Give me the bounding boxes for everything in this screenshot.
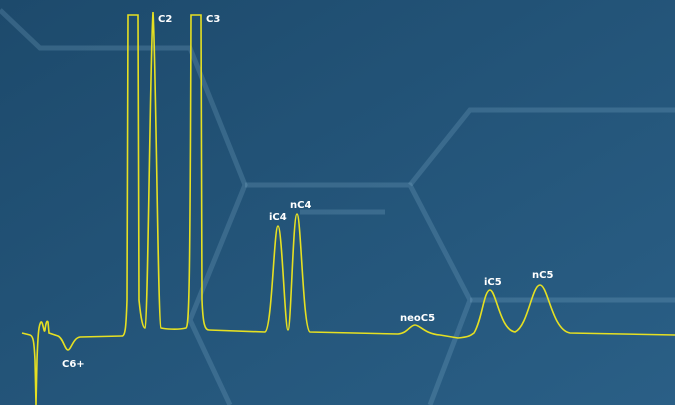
peak-label: C2 [158,14,172,25]
hexagon-decoration [0,8,675,405]
peak-label: nC4 [290,200,311,211]
peak-label: iC5 [484,277,502,288]
peak-label: nC5 [532,270,553,281]
peak-label: C3 [206,14,220,25]
peak-label: neoC5 [400,313,435,324]
trace [21,11,675,405]
peak-label: C6+ [62,359,85,370]
peak-label: iC4 [269,212,287,223]
peak-labels: C6+ C2 C3 iC4 nC4 neoC5 iC5 nC5 [62,14,553,370]
